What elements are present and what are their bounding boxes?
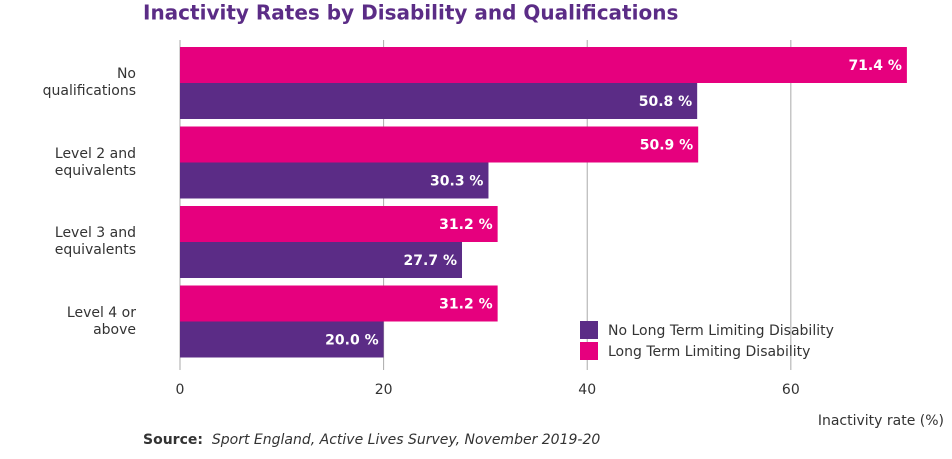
source-label: Source: — [143, 432, 203, 448]
x-axis-title: Inactivity rate (%) — [818, 413, 944, 429]
value-label: 27.7 % — [404, 253, 457, 269]
category-label: No qualifications — [42, 66, 136, 99]
category-label: Level 2 and equivalents — [54, 145, 136, 179]
bar — [180, 126, 699, 163]
legend-label: No Long Term Limiting Disability — [608, 323, 834, 339]
bar — [180, 47, 907, 83]
bar — [180, 321, 384, 358]
bar — [180, 162, 489, 199]
x-tick-label: 0 — [176, 382, 185, 398]
x-tick-label: 60 — [782, 382, 800, 398]
value-label: 50.8 % — [639, 94, 692, 110]
source: Source: Sport England, Active Lives Surv… — [143, 432, 600, 448]
bar — [180, 285, 498, 322]
source-text: Sport England, Active Lives Survey, Nove… — [211, 432, 601, 448]
value-label: 71.4 % — [848, 58, 901, 74]
chart-title: Inactivity Rates by Disability and Quali… — [143, 1, 678, 25]
legend-swatch — [580, 321, 598, 339]
category-label: Level 3 and equivalents — [54, 225, 136, 258]
value-label: 50.9 % — [640, 138, 693, 154]
bar — [180, 242, 463, 278]
value-label: 31.2 % — [439, 217, 492, 233]
value-label: 31.2 % — [439, 297, 492, 313]
bar — [180, 83, 698, 119]
value-label: 20.0 % — [325, 333, 378, 349]
legend-label: Long Term Limiting Disability — [608, 344, 810, 360]
x-tick-label: 40 — [578, 382, 596, 398]
value-label: 30.3 % — [430, 174, 483, 190]
category-label: Level 4 or above — [66, 304, 136, 338]
bar — [180, 206, 498, 242]
legend-swatch — [580, 342, 598, 360]
x-tick-label: 20 — [375, 382, 393, 398]
